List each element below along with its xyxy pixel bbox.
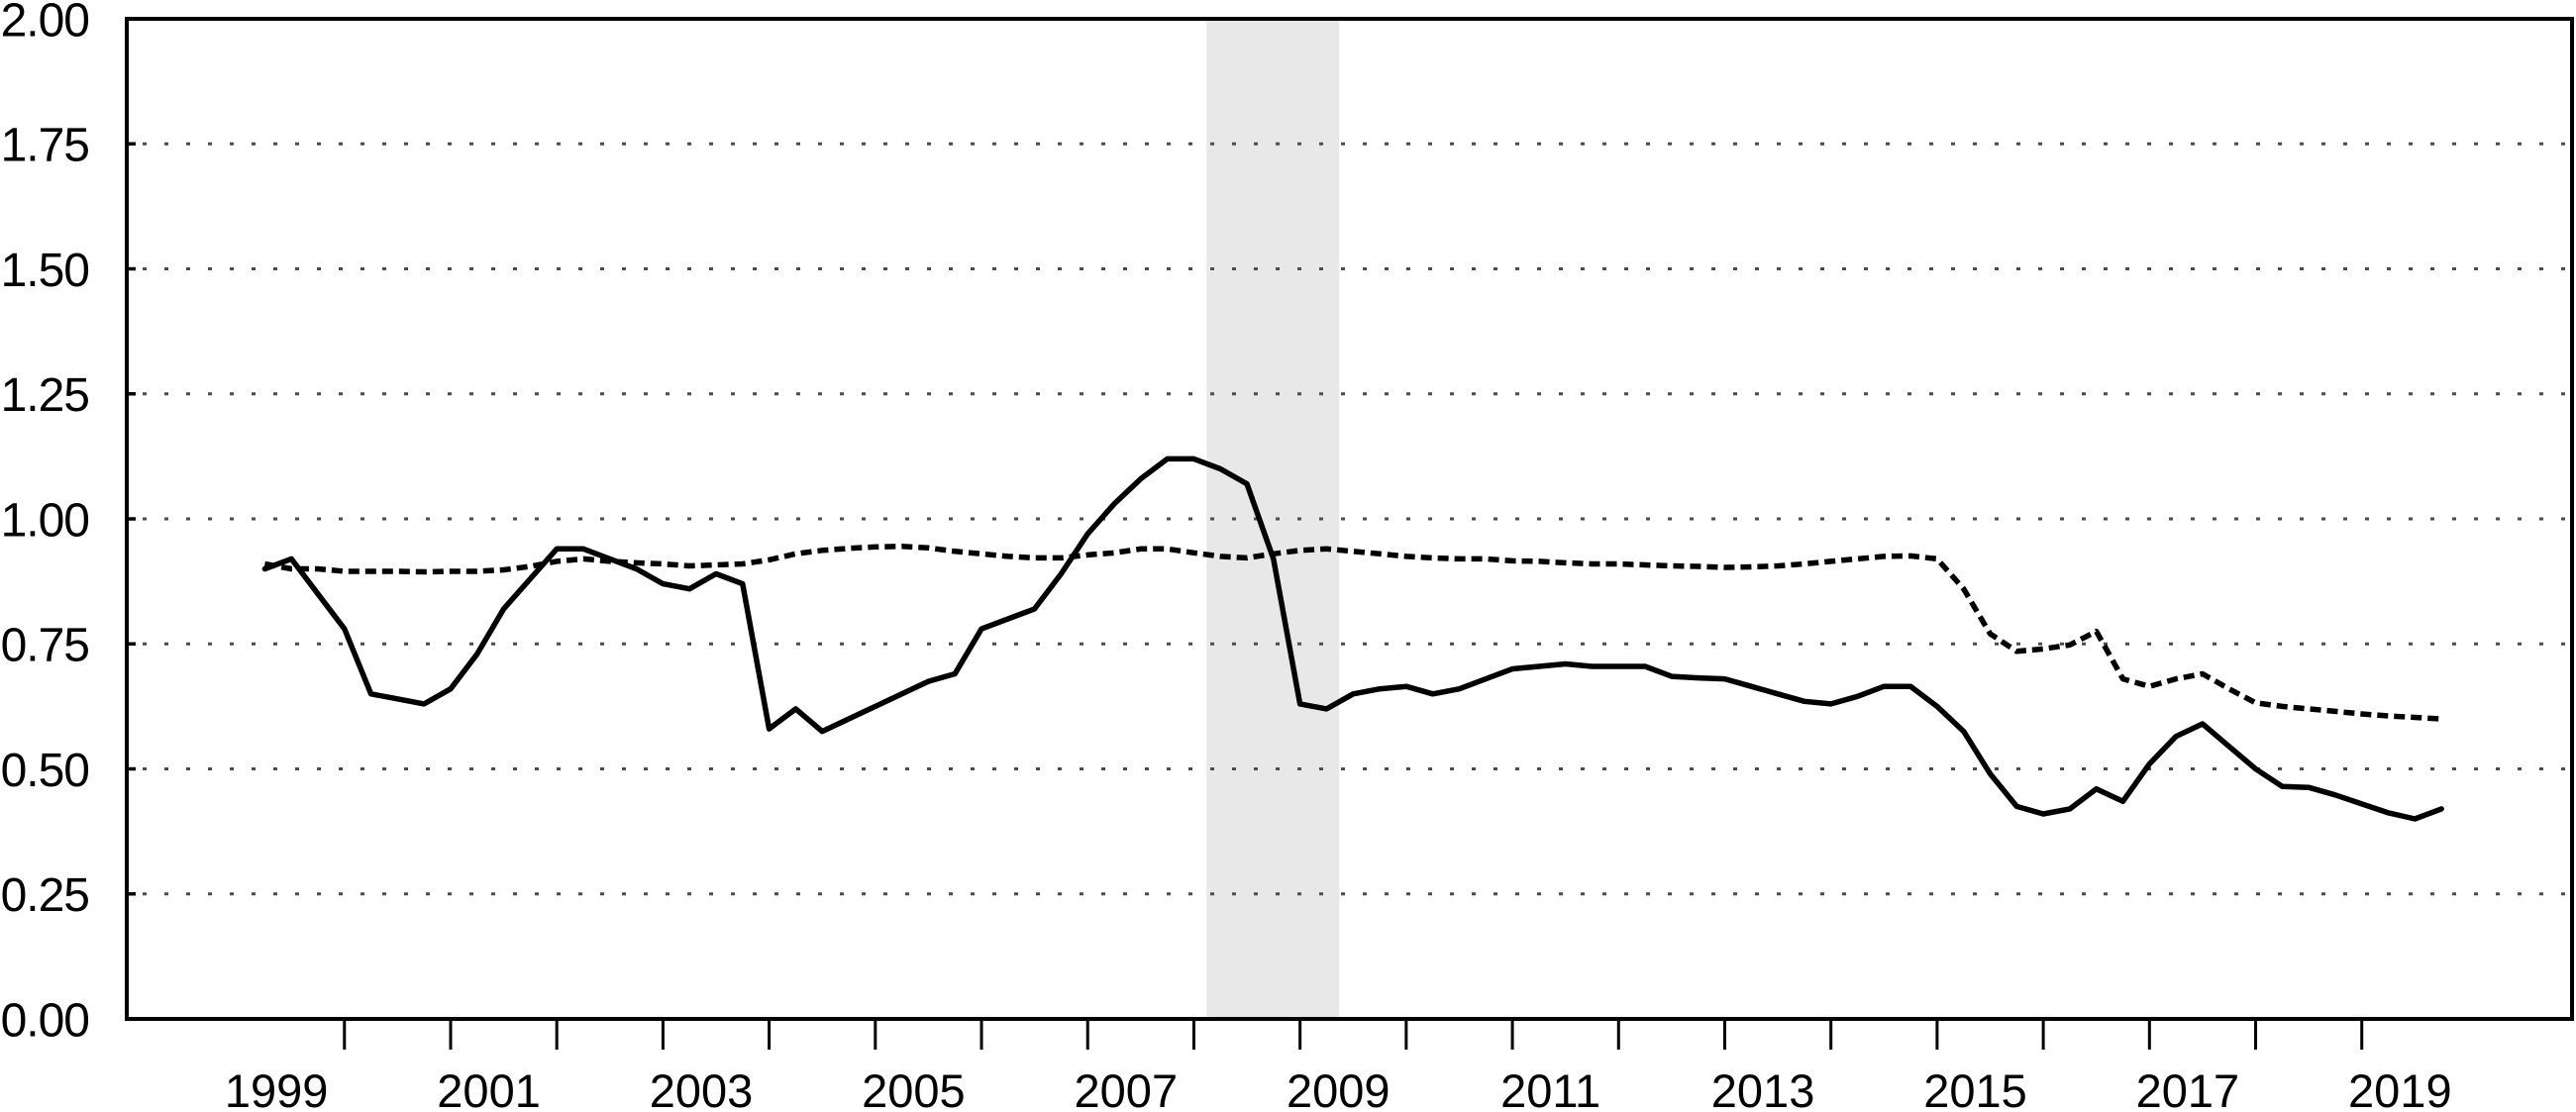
x-tick-label: 2005 [862,1064,966,1112]
x-tick-label: 2003 [650,1064,754,1112]
y-tick-label: 1.25 [1,369,89,422]
x-tick-label: 2001 [437,1064,541,1112]
x-tick-label: 2007 [1075,1064,1179,1112]
y-tick-label: 0.25 [1,869,89,922]
series-line-solid [261,455,2444,822]
x-tick-label: 2015 [1923,1064,2027,1112]
y-tick-label: 0.00 [1,994,89,1047]
recession-band [1206,19,1340,1019]
x-tick-label: 2009 [1287,1064,1391,1112]
y-tick-label: 0.75 [1,620,89,672]
x-tick-label: 2017 [2136,1064,2240,1112]
y-tick-label: 1.00 [1,494,89,547]
x-tick-label: 2019 [2348,1064,2452,1112]
y-tick-label: 0.50 [1,745,89,797]
y-tick-label: 1.50 [1,245,89,297]
y-tick-label: 2.00 [1,0,89,47]
gridlines-group [143,142,2568,896]
y-axis-group: 0.00 0.25 0.50 0.75 1.00 1.25 1.50 1.75 2.00 [1,0,136,1047]
y-tick-label: 1.75 [1,120,89,172]
x-tick-label: 1999 [225,1064,329,1112]
series-group [261,455,2444,822]
x-tick-label: 2013 [1711,1064,1815,1112]
x-tick-label: 2011 [1500,1064,1600,1112]
x-axis-group: 1999 2001 2003 2005 2007 2009 2011 2013 2015 2017… [225,1019,2452,1112]
series-line-dotted [263,544,2442,722]
